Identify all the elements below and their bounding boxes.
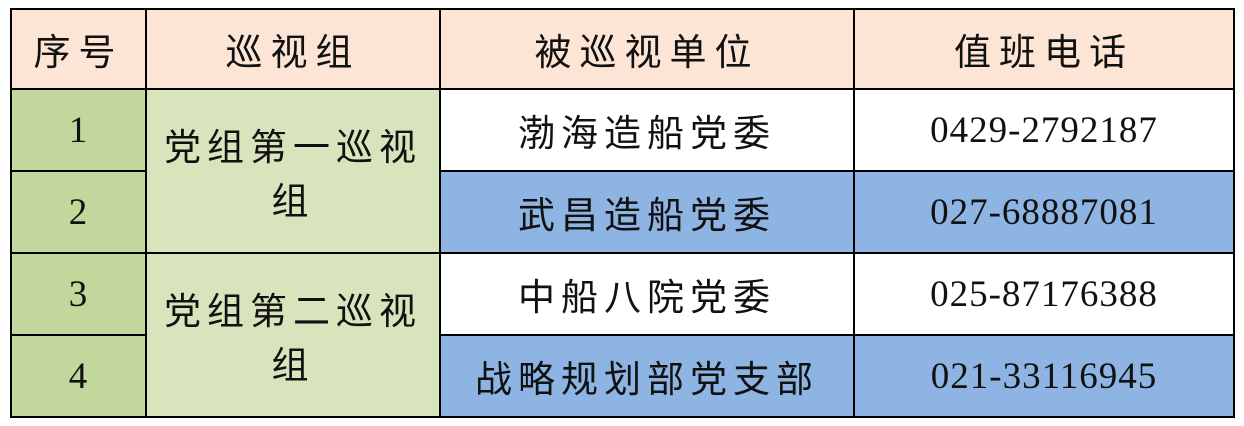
table-row: 4 战略规划部党支部 021-33116945 bbox=[10, 334, 1235, 418]
index-cell: 3 bbox=[10, 252, 147, 336]
phone-cell: 021-33116945 bbox=[853, 334, 1235, 418]
unit-cell: 战略规划部党支部 bbox=[439, 334, 855, 418]
header-cell-group: 巡视组 bbox=[145, 8, 441, 90]
table-row: 1 党组第一巡视组 渤海造船党委 0429-2792187 bbox=[10, 88, 1235, 254]
index-cell: 1 bbox=[10, 88, 147, 172]
index-cell: 4 bbox=[10, 334, 147, 418]
phone-cell: 027-68887081 bbox=[853, 170, 1235, 254]
inspection-duty-phone-table: 序号 巡视组 被巡视单位 值班电话 1 党组第一巡视组 渤海造船党委 0429-… bbox=[10, 8, 1235, 418]
group-cell-second-group: 党组第二巡视组 bbox=[145, 252, 441, 418]
unit-cell: 武昌造船党委 bbox=[439, 170, 855, 254]
unit-cell: 渤海造船党委 bbox=[439, 88, 855, 172]
table-header-row: 序号 巡视组 被巡视单位 值班电话 bbox=[10, 8, 1235, 90]
table-row: 2 武昌造船党委 027-68887081 bbox=[10, 170, 1235, 254]
group-cell-first-group: 党组第一巡视组 bbox=[145, 88, 441, 254]
unit-cell: 中船八院党委 bbox=[439, 252, 855, 336]
header-cell-index: 序号 bbox=[10, 8, 147, 90]
phone-cell: 0429-2792187 bbox=[853, 88, 1235, 172]
header-cell-phone: 值班电话 bbox=[853, 8, 1235, 90]
phone-cell: 025-87176388 bbox=[853, 252, 1235, 336]
header-cell-unit: 被巡视单位 bbox=[439, 8, 855, 90]
table-row: 3 党组第二巡视组 中船八院党委 025-87176388 bbox=[10, 252, 1235, 418]
index-cell: 2 bbox=[10, 170, 147, 254]
